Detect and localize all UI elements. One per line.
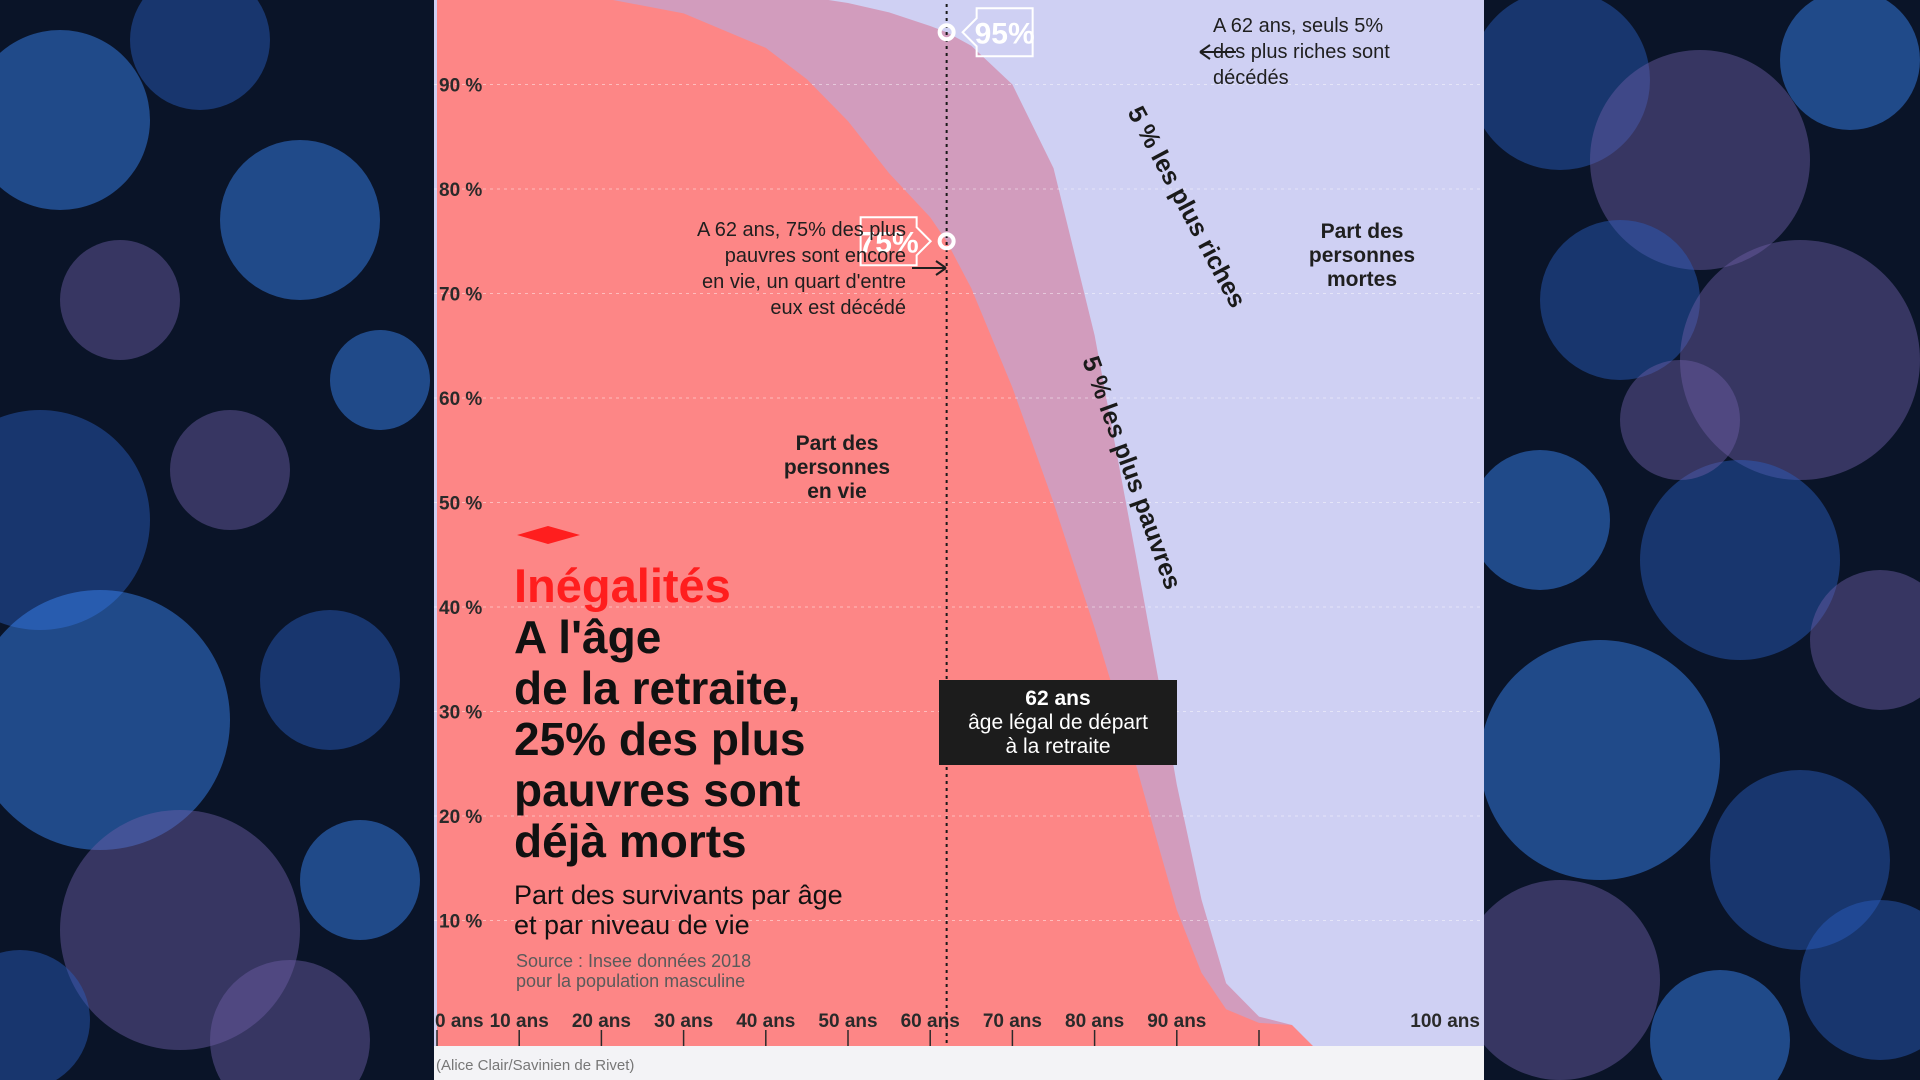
bokeh-circle: [60, 240, 180, 360]
bokeh-circle: [260, 610, 400, 750]
bokeh-circle: [1620, 360, 1740, 480]
bokeh-circle: [330, 330, 430, 430]
x-tick-label: 20 ans: [572, 1011, 631, 1032]
x-tick-label: 10 ans: [490, 1011, 549, 1032]
bokeh-circle: [0, 410, 150, 630]
bokeh-circle: [1480, 640, 1720, 880]
y-tick-label: 60 %: [439, 389, 482, 410]
x-tick-label: 90 ans: [1147, 1011, 1206, 1032]
x-tick-label: 50 ans: [818, 1011, 877, 1032]
bokeh-circle: [1710, 770, 1890, 950]
bokeh-circle: [220, 140, 380, 300]
dead-area-label: Part des personnes mortes: [1309, 220, 1415, 291]
poorest-value-tag: 75%: [859, 216, 933, 267]
bokeh-circle: [60, 810, 300, 1050]
bokeh-circle: [1540, 220, 1700, 380]
footer-strip: [434, 1046, 1484, 1080]
x-tick-label: 0 ans: [435, 1011, 484, 1032]
x-tick-label: 70 ans: [983, 1011, 1042, 1032]
series-area-poorest: [437, 0, 1313, 1046]
y-tick-label: 30 %: [439, 703, 482, 724]
y-tick-label: 70 %: [439, 285, 482, 306]
x-tick-label: 100 ans: [1410, 1011, 1480, 1032]
y-tick-label: 50 %: [439, 494, 482, 515]
bokeh-circle: [1810, 570, 1920, 710]
bokeh-circle: [1470, 0, 1650, 170]
headline-subtitle: Part des survivants par âge et par niveau…: [514, 880, 843, 940]
bokeh-circle: [1590, 50, 1810, 270]
headline-title: A l'âge de la retraite, 25% des plus pauvre…: [514, 611, 805, 867]
y-tick-label: 90 %: [439, 76, 482, 97]
x-tick-label: 80 ans: [1065, 1011, 1124, 1032]
x-tick-label: 30 ans: [654, 1011, 713, 1032]
x-tick-label: 60 ans: [901, 1011, 960, 1032]
poor-note: A 62 ans, 75% des plus pauvres sont encor…: [697, 219, 906, 319]
bokeh-circle: [170, 410, 290, 530]
richest-point-marker: [937, 23, 956, 42]
poorest-point-marker: [937, 232, 956, 251]
retirement-box-line: à la retraite: [1005, 735, 1110, 758]
photo-credit: (Alice Clair/Savinien de Rivet): [436, 1057, 635, 1074]
richest-value-tag: 95%: [961, 7, 1035, 58]
bokeh-circle: [1640, 460, 1840, 660]
survival-chart: 10 % 20 % 30 % 40 % 50 % 60 % 70 % 80 % 90 % 0 a…: [434, 0, 1484, 1046]
y-tick-label: 10 %: [439, 912, 482, 933]
rich-note: A 62 ans, seuls 5% des plus riches sont dé…: [1213, 15, 1390, 89]
bokeh-circle: [1800, 900, 1920, 1060]
bokeh-circle: [0, 950, 90, 1080]
bokeh-circle: [130, 0, 270, 110]
rich-note-arrow: [1199, 44, 1236, 60]
retirement-box-line: âge légal de départ: [968, 711, 1148, 734]
poorest-value-tag-label: 75%: [859, 226, 919, 259]
bokeh-circle: [300, 820, 420, 940]
richest-value-tag-label: 95%: [975, 17, 1035, 50]
bokeh-circle: [0, 590, 230, 850]
alive-area-label: Part des personnes en vie: [784, 432, 890, 503]
headline-kicker: Inégalités: [514, 559, 731, 612]
section-marker-icon: [517, 526, 580, 544]
bokeh-circle: [1680, 240, 1920, 480]
bokeh-circle: [1650, 970, 1790, 1080]
y-tick-label: 20 %: [439, 807, 482, 828]
infographic-frame: 10 % 20 % 30 % 40 % 50 % 60 % 70 % 80 % 90 % 0 a…: [434, 0, 1484, 1080]
bokeh-circle: [1470, 450, 1610, 590]
y-tick-label: 80 %: [439, 180, 482, 201]
y-tick-label: 40 %: [439, 598, 482, 619]
bokeh-circle: [0, 30, 150, 210]
retirement-box-line: 62 ans: [1025, 687, 1090, 710]
headline-source: Source : Insee données 2018 pour la popul…: [516, 951, 751, 991]
x-tick-label: 40 ans: [736, 1011, 795, 1032]
poor-note-arrow: [912, 260, 947, 276]
bokeh-circle: [1460, 880, 1660, 1080]
bokeh-circle: [210, 960, 370, 1080]
bokeh-circle: [1780, 0, 1920, 130]
